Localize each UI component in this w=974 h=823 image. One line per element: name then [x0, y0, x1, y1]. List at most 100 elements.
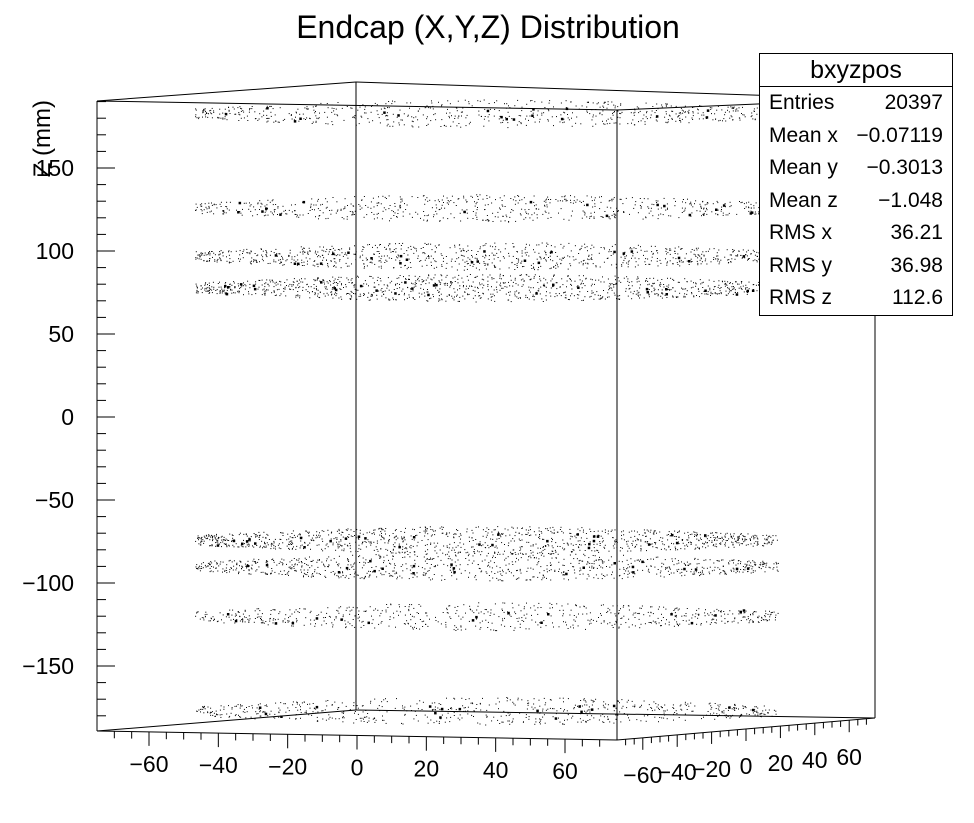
- data-point: [589, 620, 591, 622]
- data-point: [590, 531, 592, 532]
- data-point: [262, 260, 264, 262]
- data-point: [238, 714, 239, 716]
- data-point: [199, 568, 201, 570]
- data-point: [611, 564, 613, 566]
- data-point: [734, 710, 736, 711]
- data-point: [543, 714, 545, 716]
- data-point: [661, 562, 663, 564]
- data-point: [291, 285, 293, 287]
- data-point: [438, 281, 440, 283]
- data-point: [509, 294, 511, 296]
- data-point: [741, 538, 743, 540]
- data-point: [542, 716, 544, 718]
- data-point: [496, 547, 498, 549]
- data-point: [435, 545, 437, 547]
- data-point: [430, 557, 431, 559]
- data-point: [545, 295, 547, 297]
- data-point: [238, 292, 240, 294]
- data-point: [215, 535, 217, 537]
- data-point: [709, 566, 711, 568]
- data-point: [309, 542, 311, 544]
- data-point: [357, 551, 359, 552]
- data-point: [601, 578, 603, 580]
- data-point: [300, 545, 302, 547]
- data-point: [490, 299, 492, 301]
- data-point: [393, 299, 394, 301]
- data-point: [427, 256, 429, 257]
- data-point: [273, 540, 275, 542]
- data-point: [603, 706, 605, 708]
- data-point-cluster: [596, 535, 600, 538]
- data-point: [446, 609, 448, 611]
- data-point: [386, 287, 388, 289]
- data-point: [540, 531, 542, 532]
- data-point: [653, 530, 655, 532]
- data-point: [410, 245, 412, 247]
- data-point: [553, 266, 555, 268]
- data-point: [248, 537, 250, 539]
- data-point: [625, 290, 627, 292]
- data-point: [750, 543, 752, 545]
- data-point: [542, 538, 543, 540]
- data-point: [483, 293, 484, 295]
- data-point: [405, 527, 406, 529]
- data-point: [238, 571, 240, 573]
- data-point: [628, 284, 630, 286]
- data-point: [228, 262, 230, 264]
- data-point: [371, 533, 373, 535]
- data-point: [288, 548, 290, 550]
- data-point: [292, 625, 294, 627]
- data-point: [681, 568, 683, 570]
- data-point: [195, 283, 197, 285]
- data-point: [346, 277, 348, 279]
- data-point: [270, 610, 272, 611]
- data-point: [518, 617, 520, 619]
- data-point: [446, 283, 448, 285]
- data-point: [583, 541, 585, 542]
- data-point: [603, 281, 605, 283]
- data-point: [711, 707, 713, 709]
- data-point: [567, 276, 569, 277]
- data-point: [265, 573, 267, 575]
- data-point: [572, 549, 574, 551]
- data-point: [526, 613, 528, 615]
- data-point: [713, 544, 715, 546]
- data-point: [475, 579, 477, 581]
- data-point: [324, 570, 326, 571]
- data-point: [690, 280, 692, 282]
- data-point: [392, 297, 394, 299]
- data-point: [621, 534, 622, 536]
- data-point: [209, 254, 211, 256]
- data-point: [714, 703, 716, 704]
- data-point: [463, 255, 465, 257]
- data-point: [289, 561, 291, 563]
- data-point: [383, 537, 385, 539]
- data-point: [696, 533, 698, 535]
- data-point: [758, 258, 760, 260]
- data-point: [595, 265, 597, 267]
- data-point: [758, 622, 760, 623]
- data-point: [349, 247, 351, 249]
- data-point: [336, 609, 338, 611]
- data-point: [720, 293, 722, 295]
- data-point: [359, 577, 361, 579]
- data-point: [253, 546, 255, 548]
- data-point: [700, 539, 702, 540]
- data-point: [522, 721, 524, 723]
- data-point: [217, 283, 219, 284]
- data-point: [555, 293, 557, 295]
- data-point: [595, 574, 597, 576]
- data-point: [222, 289, 224, 291]
- data-point: [752, 571, 754, 573]
- data-point: [471, 529, 473, 531]
- data-point: [209, 564, 211, 566]
- data-point: [460, 551, 461, 553]
- data-point: [711, 614, 713, 616]
- data-point: [724, 571, 726, 573]
- data-point: [749, 620, 751, 622]
- data-point: [531, 619, 533, 621]
- data-point: [528, 702, 530, 704]
- data-point: [204, 284, 206, 286]
- data-point: [463, 604, 465, 606]
- data-point: [405, 547, 407, 548]
